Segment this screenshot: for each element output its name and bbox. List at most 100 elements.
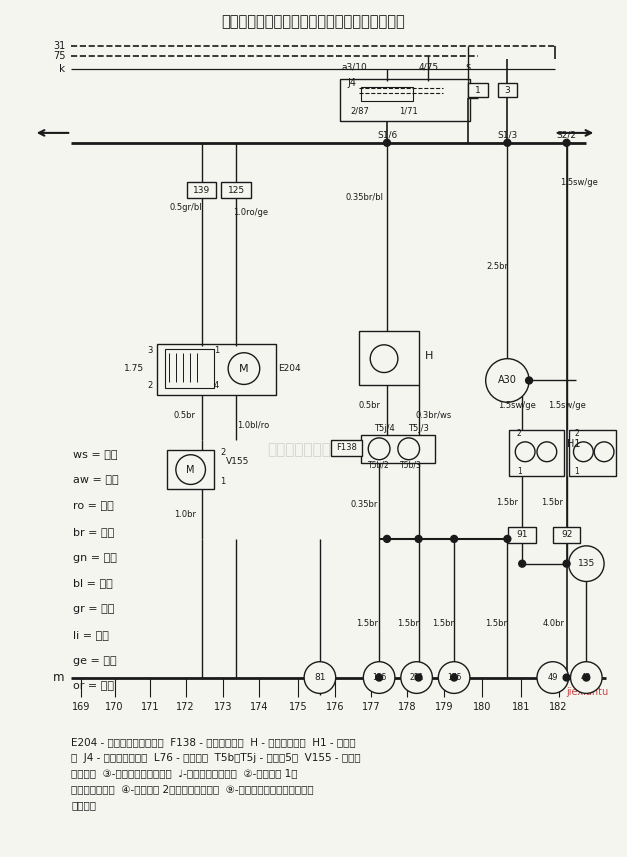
Bar xyxy=(331,440,362,456)
Circle shape xyxy=(504,536,511,542)
Text: S1/3: S1/3 xyxy=(497,130,517,140)
Text: 176: 176 xyxy=(325,702,344,712)
Text: E204: E204 xyxy=(278,364,301,373)
Bar xyxy=(468,83,488,97)
Circle shape xyxy=(398,438,419,459)
Text: 31: 31 xyxy=(53,41,65,51)
Circle shape xyxy=(401,662,433,693)
Text: F138: F138 xyxy=(336,443,357,452)
Text: 0.5br: 0.5br xyxy=(174,411,196,420)
Text: T5j/4: T5j/4 xyxy=(374,423,394,433)
Text: S1/6: S1/6 xyxy=(377,130,397,140)
Circle shape xyxy=(563,674,570,681)
Text: ws = 白色: ws = 白色 xyxy=(73,450,118,459)
Text: 2: 2 xyxy=(147,381,152,390)
Text: 92: 92 xyxy=(561,530,572,539)
Bar xyxy=(340,80,470,121)
Text: 174: 174 xyxy=(250,702,268,712)
Circle shape xyxy=(504,140,511,147)
Text: 172: 172 xyxy=(176,702,195,712)
Text: 3: 3 xyxy=(147,346,152,356)
Text: 170: 170 xyxy=(105,702,124,712)
Text: 0.5br: 0.5br xyxy=(358,401,380,410)
Circle shape xyxy=(415,536,422,542)
Circle shape xyxy=(451,536,458,542)
Text: 125: 125 xyxy=(228,186,245,195)
Text: 1.5br: 1.5br xyxy=(541,498,563,506)
Text: 4: 4 xyxy=(214,381,219,390)
Text: 175: 175 xyxy=(447,673,461,682)
Text: 2/87: 2/87 xyxy=(350,106,369,116)
Text: 1.0bl/ro: 1.0bl/ro xyxy=(236,421,269,429)
Text: 叭  J4 - 双音嗓叭继电器  L76 - 比车照明  T5b、T5j - 插头，5孔  V155 - 油筒盖: 叭 J4 - 双音嗓叭继电器 L76 - 比车照明 T5b、T5j - 插头，5… xyxy=(71,752,361,763)
Text: s: s xyxy=(465,62,470,71)
Text: 81: 81 xyxy=(314,673,325,682)
Text: H1: H1 xyxy=(567,439,580,449)
Bar xyxy=(359,331,419,386)
Circle shape xyxy=(519,560,525,567)
Text: 2: 2 xyxy=(221,448,226,458)
Text: 139: 139 xyxy=(193,186,210,195)
Text: ro = 红色: ro = 红色 xyxy=(73,501,114,512)
Bar xyxy=(165,349,214,388)
Circle shape xyxy=(368,438,390,459)
Bar xyxy=(497,83,517,97)
Circle shape xyxy=(415,674,422,681)
Text: 171: 171 xyxy=(141,702,159,712)
Circle shape xyxy=(563,140,570,147)
Text: 169: 169 xyxy=(72,702,90,712)
Text: li = 紫色: li = 紫色 xyxy=(73,630,109,640)
Circle shape xyxy=(228,353,260,385)
Text: 板线束内: 板线束内 xyxy=(71,800,97,811)
Bar xyxy=(361,435,435,463)
Text: V155: V155 xyxy=(226,457,250,466)
Text: J4: J4 xyxy=(347,78,357,88)
Text: 1.0ro/ge: 1.0ro/ge xyxy=(233,207,268,217)
Circle shape xyxy=(525,377,532,384)
Circle shape xyxy=(569,546,604,582)
Text: 1/71: 1/71 xyxy=(399,106,418,116)
Text: 1.5br: 1.5br xyxy=(432,619,454,627)
Text: 4.0br: 4.0br xyxy=(543,619,565,627)
Text: 1: 1 xyxy=(221,477,226,486)
Text: 1: 1 xyxy=(517,467,522,476)
Circle shape xyxy=(563,560,570,567)
Text: 双音嗓叭、油筒盖遥控开启装置、嗓叭操纵机构: 双音嗓叭、油筒盖遥控开启装置、嗓叭操纵机构 xyxy=(221,15,405,29)
Bar xyxy=(553,527,581,542)
Circle shape xyxy=(537,442,557,462)
Circle shape xyxy=(176,455,206,484)
Text: 1.75: 1.75 xyxy=(124,364,144,373)
Bar xyxy=(221,183,251,198)
Circle shape xyxy=(486,359,529,402)
Text: 1.5br: 1.5br xyxy=(485,619,507,627)
Text: S2/2: S2/2 xyxy=(557,130,577,140)
Text: H: H xyxy=(424,351,433,361)
Text: 1: 1 xyxy=(574,467,579,476)
Bar xyxy=(187,183,216,198)
Text: 3: 3 xyxy=(505,86,510,95)
Text: 175: 175 xyxy=(289,702,307,712)
Text: 0.35br/bl: 0.35br/bl xyxy=(345,193,383,201)
Text: br = 棕色: br = 棕色 xyxy=(73,527,115,537)
Text: aw = 黑色: aw = 黑色 xyxy=(73,476,119,485)
Circle shape xyxy=(571,662,602,693)
Circle shape xyxy=(384,140,391,147)
Circle shape xyxy=(363,662,395,693)
Text: 1: 1 xyxy=(214,346,219,356)
Circle shape xyxy=(304,662,335,693)
Text: k: k xyxy=(59,63,65,74)
Text: A30: A30 xyxy=(498,375,517,386)
Text: 177: 177 xyxy=(362,702,381,712)
Text: gr = 灰色: gr = 灰色 xyxy=(73,604,115,614)
Bar xyxy=(361,87,413,101)
Text: 1.0br: 1.0br xyxy=(174,510,196,518)
Bar xyxy=(508,527,536,542)
Text: 135: 135 xyxy=(372,673,386,682)
Text: ge = 黄色: ge = 黄色 xyxy=(73,656,117,666)
Text: 179: 179 xyxy=(435,702,453,712)
Text: or = 橙色: or = 橙色 xyxy=(73,681,114,692)
Text: jiexiantu: jiexiantu xyxy=(567,687,609,698)
Text: bl = 蓝色: bl = 蓝色 xyxy=(73,578,113,589)
Circle shape xyxy=(537,662,569,693)
Text: 开启电机  ③-接地点，在转向柱旁  ♩-接地点，在转向上  ②-正极连接 1，: 开启电机 ③-接地点，在转向柱旁 ♩-接地点，在转向上 ②-正极连接 1， xyxy=(71,769,298,779)
